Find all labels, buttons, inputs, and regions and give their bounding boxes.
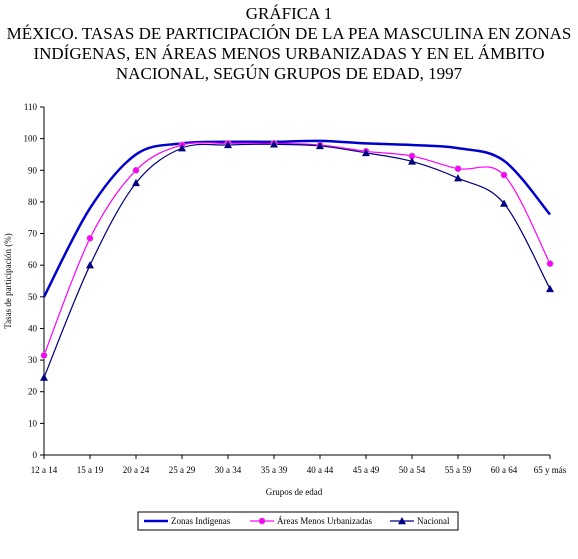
x-tick-label: 50 a 54 <box>399 465 426 475</box>
chart-title: GRÁFICA 1 MÉXICO. TASAS DE PARTICIPACIÓN… <box>0 4 578 84</box>
y-tick-label: 70 <box>28 229 38 239</box>
y-tick-label: 40 <box>28 323 38 333</box>
y-tick-label: 60 <box>28 260 38 270</box>
data-point-series-3 <box>546 284 554 293</box>
x-tick-label: 15 a 19 <box>77 465 104 475</box>
y-tick-label: 10 <box>28 418 38 428</box>
y-tick-label: 90 <box>28 165 38 175</box>
y-tick-label: 110 <box>24 102 38 112</box>
data-point-series-3 <box>454 174 462 182</box>
y-tick-label: 100 <box>24 134 38 144</box>
x-tick-label: 25 a 29 <box>169 465 196 475</box>
data-point-series-2 <box>546 260 554 268</box>
data-point-series-3 <box>500 199 508 207</box>
y-ticks: 0 10 20 30 40 50 60 70 80 90 100 110 <box>24 102 44 460</box>
x-tick-label: 40 a 44 <box>307 465 334 475</box>
series-line-1 <box>42 139 551 298</box>
data-point-series-3 <box>224 140 232 149</box>
data-point-series-2 <box>40 351 48 359</box>
legend-box <box>137 511 459 531</box>
legend-label-3: Nacional <box>417 516 450 526</box>
title-line-3: INDÍGENAS, EN ÁREAS MENOS URBANIZADAS Y … <box>33 44 545 63</box>
y-tick-label: 20 <box>28 387 38 397</box>
data-point-series-3 <box>40 373 48 381</box>
data-point-series-3 <box>270 140 278 148</box>
x-axis-label: Grupos de edad <box>266 487 323 497</box>
legend-label-1: Zonas Indígenas <box>171 516 231 526</box>
x-tick-label: 55 a 59 <box>445 465 472 475</box>
data-point-series-2 <box>454 165 462 173</box>
x-tick-label: 45 a 49 <box>353 465 380 475</box>
data-point-series-2 <box>500 171 508 179</box>
x-tick-label: 20 a 24 <box>123 465 150 475</box>
x-tick-label: 65 y más <box>534 465 567 475</box>
series-markers <box>40 139 554 381</box>
x-tick-label: 12 a 14 <box>31 465 58 475</box>
data-point-series-2 <box>132 166 140 174</box>
y-tick-label: 0 <box>33 450 38 460</box>
legend: Zonas Indígenas Áreas Menos Urbanizadas Na… <box>137 511 459 531</box>
data-point-series-3 <box>178 144 186 152</box>
axes <box>43 107 550 456</box>
x-tick-label: 60 a 64 <box>491 465 518 475</box>
data-point-series-3 <box>132 178 140 187</box>
title-line-4: NACIONAL, SEGÚN GRUPOS DE EDAD, 1997 <box>115 64 463 83</box>
x-tick-label: 35 a 39 <box>261 465 288 475</box>
y-tick-label: 80 <box>28 197 38 207</box>
data-point-series-3 <box>86 261 94 269</box>
data-point-series-3 <box>408 157 416 165</box>
title-line-1: GRÁFICA 1 <box>245 4 333 23</box>
title-line-2: MÉXICO. TASAS DE PARTICIPACIÓN DE LA PEA… <box>6 24 572 43</box>
legend-marker-3 <box>398 517 406 525</box>
x-tick-label: 30 a 34 <box>215 465 242 475</box>
x-ticks: 12 a 14 15 a 19 20 a 24 25 a 29 30 a 34 35 a … <box>31 455 567 475</box>
series-line-2 <box>43 141 551 356</box>
y-axis-label: Tasas de participación (%) <box>3 233 13 329</box>
data-point-series-2 <box>86 234 94 242</box>
data-point-series-3 <box>362 148 370 157</box>
series-lines <box>42 139 551 378</box>
legend-marker-2 <box>258 517 266 525</box>
y-tick-label: 50 <box>28 292 38 302</box>
data-point-series-3 <box>316 141 324 150</box>
series-line-3 <box>43 143 551 378</box>
legend-label-2: Áreas Menos Urbanizadas <box>277 516 372 526</box>
y-tick-label: 30 <box>28 355 38 365</box>
